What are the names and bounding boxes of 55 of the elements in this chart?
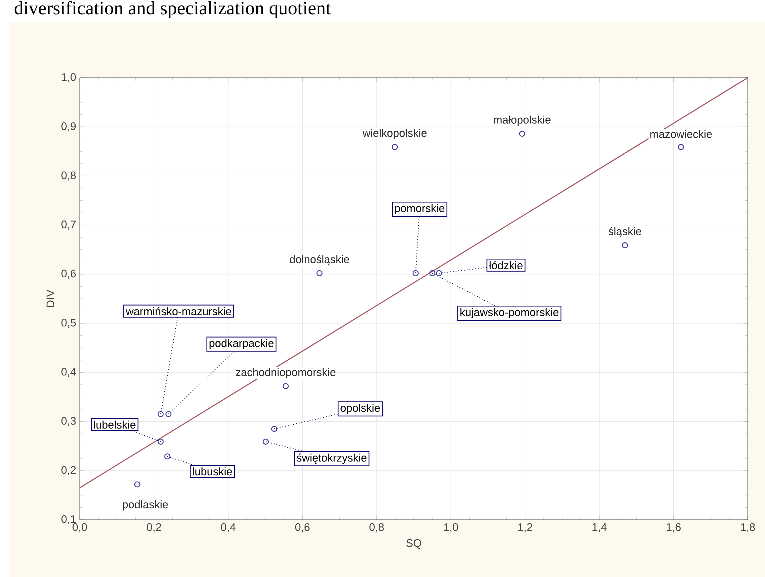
- point: [436, 270, 442, 276]
- annotation: zachodniopomorskie: [236, 368, 336, 378]
- point: [164, 454, 171, 460]
- x-tick-label: 1,8: [741, 524, 756, 533]
- y-tick-label: 0,7: [62, 220, 76, 230]
- annotation: świętokrzyskie: [296, 454, 367, 464]
- x-tick-label: 0,8: [370, 524, 384, 533]
- point: [158, 411, 164, 418]
- point: [271, 426, 278, 432]
- y-tick-label: 0,1: [62, 515, 76, 525]
- annotation: dolnośląskie: [290, 255, 350, 266]
- chart-title: diversification and specialization quotient: [14, 1, 332, 19]
- annotation: łódzkie: [489, 261, 523, 270]
- annotation: śląskie: [608, 227, 642, 238]
- y-tick-label: 0,4: [62, 368, 76, 378]
- point: [134, 482, 141, 488]
- point: [622, 242, 628, 249]
- x-tick-label: 1,2: [518, 524, 532, 533]
- annotation: podkarpackie: [210, 339, 274, 350]
- point: [158, 438, 164, 445]
- annotation: wielkopolskie: [362, 129, 427, 140]
- x-tick-label: 1,4: [592, 524, 607, 532]
- y-tick-label: 0,8: [62, 172, 76, 181]
- point: [678, 144, 684, 150]
- x-tick-label: 1,0: [444, 524, 458, 533]
- annotation: kujawsko-pomorskie: [460, 308, 559, 319]
- x-axis-title: SQ: [406, 539, 422, 550]
- annotation: opolskie: [340, 404, 380, 414]
- annotation: małopolskie: [494, 116, 551, 126]
- x-tick-label: 1,6: [667, 524, 681, 533]
- y-tick-label: 1,0: [62, 73, 76, 83]
- y-tick-label: 0,3: [62, 417, 76, 426]
- annotation: warmińsko-mazurskie: [126, 307, 232, 316]
- y-tick-label: 0,2: [62, 466, 76, 476]
- annotation: pomorskie: [395, 204, 445, 215]
- x-tick-label: 0,4: [221, 524, 236, 533]
- point: [282, 383, 290, 390]
- y-tick-label: 0,6: [62, 270, 76, 279]
- point: [412, 270, 419, 276]
- y-axis-title: DIV: [46, 290, 54, 308]
- x-tick-label: 0,2: [147, 524, 162, 533]
- point: [166, 411, 172, 418]
- point: [316, 270, 323, 276]
- point: [392, 144, 398, 150]
- annotation: lubelskie: [94, 420, 136, 429]
- point: [519, 130, 526, 138]
- x-tick-label: 0,0: [72, 524, 88, 533]
- annotation: podlaskie: [123, 500, 168, 511]
- y-tick-label: 0,5: [62, 319, 76, 328]
- y-tick-label: 0,9: [62, 122, 76, 132]
- annotation: lubuskie: [193, 468, 232, 476]
- point: [430, 270, 436, 276]
- x-tick-label: 0,6: [295, 524, 310, 533]
- point: [262, 438, 269, 445]
- annotation: mazowieckie: [650, 130, 712, 138]
